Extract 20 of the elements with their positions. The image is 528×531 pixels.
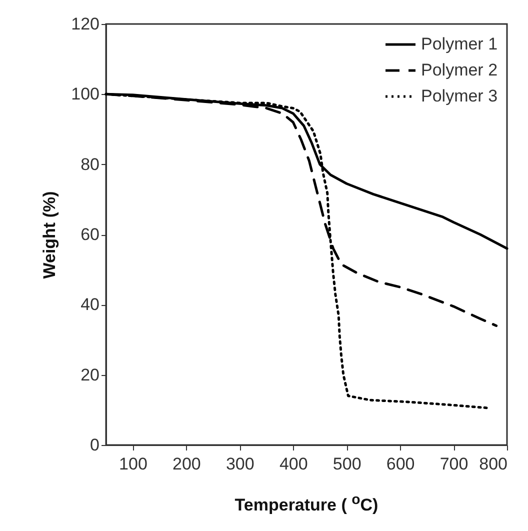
x-tick-label: 600 bbox=[386, 454, 415, 474]
y-tick-label: 100 bbox=[71, 84, 100, 104]
x-axis-title: Temperature ( $^{o}$C) bbox=[234, 492, 380, 516]
y-tick-label: 60 bbox=[80, 225, 100, 244]
x-tick-label: 700 bbox=[440, 454, 468, 474]
x-tick-label: 500 bbox=[332, 454, 362, 474]
legend-label: Polymer 2 bbox=[421, 60, 498, 80]
y-tick-label: 20 bbox=[80, 365, 100, 384]
y-axis-title: Weight (%) bbox=[40, 191, 60, 279]
x-tick-label: 400 bbox=[279, 454, 308, 474]
legend-label: Polymer 3 bbox=[421, 86, 498, 106]
x-tick-label: 800 bbox=[479, 454, 508, 474]
legend-label: Polymer 1 bbox=[421, 34, 498, 54]
y-tick-label: 0 bbox=[90, 436, 100, 454]
x-tick-label: 200 bbox=[172, 454, 201, 474]
y-tick-label: 40 bbox=[80, 295, 100, 314]
y-tick-label: 120 bbox=[71, 14, 100, 34]
y-tick-label: 80 bbox=[80, 154, 100, 174]
x-tick-label: 300 bbox=[226, 454, 254, 474]
x-tick-label: 100 bbox=[119, 454, 148, 474]
